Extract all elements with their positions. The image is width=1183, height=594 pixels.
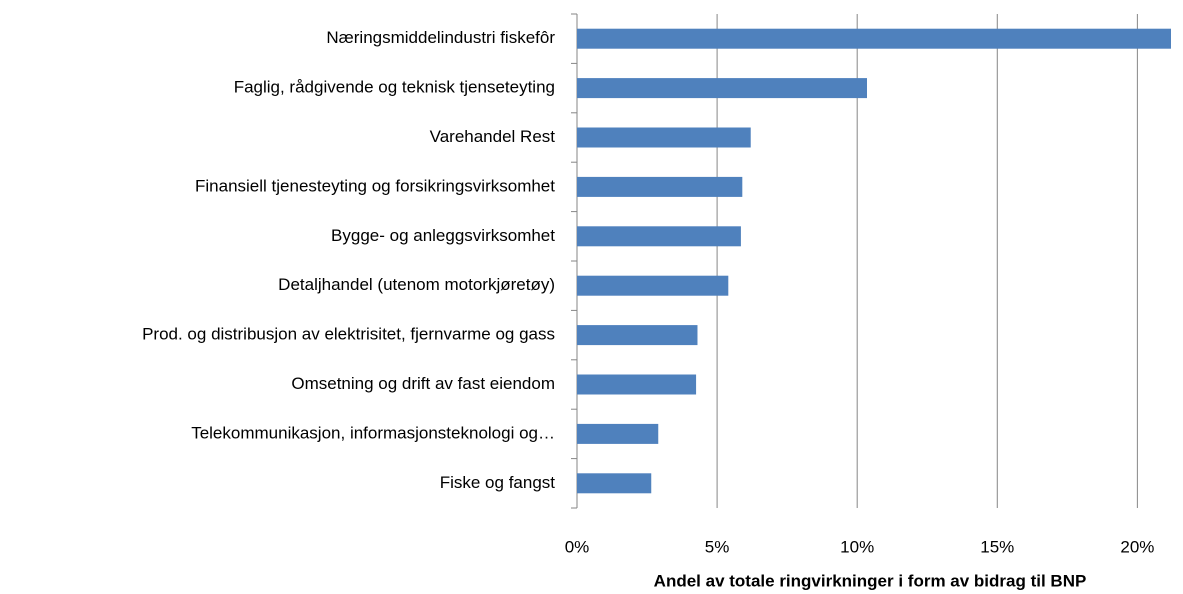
y-tick-label: Finansiell tjenesteyting og forsikringsv… (195, 176, 555, 195)
bar (577, 226, 741, 247)
bar (577, 423, 659, 444)
bar (577, 275, 729, 296)
bar (577, 473, 652, 494)
x-tick-label: 10% (840, 537, 874, 556)
bar (577, 374, 697, 395)
x-axis-title: Andel av totale ringvirkninger i form av… (654, 571, 1087, 590)
bar (577, 127, 751, 148)
y-tick-label: Omsetning og drift av fast eiendom (291, 374, 555, 393)
x-tick-label: 5% (705, 537, 730, 556)
y-tick-label: Prod. og distribusjon av elektrisitet, f… (142, 325, 555, 344)
y-tick-label: Faglig, rådgivende og teknisk tjenseteyt… (234, 78, 555, 97)
bar (577, 28, 1171, 49)
y-tick-label: Detaljhandel (utenom motorkjøretøy) (278, 275, 555, 294)
bar (577, 176, 743, 197)
y-tick-label: Bygge- og anleggsvirksomhet (331, 226, 555, 245)
y-tick-label: Fiske og fangst (440, 473, 556, 492)
bar (577, 78, 867, 99)
x-tick-label: 0% (565, 537, 590, 556)
x-tick-label: 20% (1120, 537, 1154, 556)
x-tick-label: 15% (980, 537, 1014, 556)
bar (577, 325, 698, 346)
y-tick-label: Næringsmiddelindustri fiskefôr (326, 28, 555, 47)
y-tick-label: Varehandel Rest (430, 127, 556, 146)
y-tick-label: Telekommunikasjon, informasjonsteknologi… (191, 423, 555, 442)
